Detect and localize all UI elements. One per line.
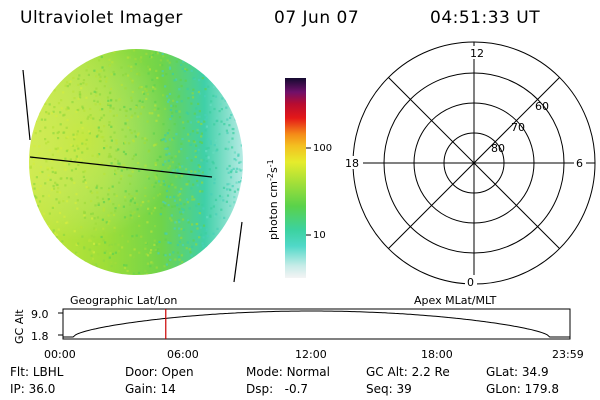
terminator-line	[29, 156, 213, 178]
color-scale-bar	[285, 78, 306, 278]
mlat-label-80: 80	[491, 142, 505, 155]
uv-earth-image	[29, 49, 243, 275]
info-door: Door: Open	[125, 365, 194, 379]
limb-mark-right	[233, 221, 243, 283]
colorbar-tick-10: 10	[313, 230, 326, 241]
info-flt: Flt: LBHL	[10, 365, 64, 379]
orbit-x-tick-0000: 00:00	[44, 348, 76, 361]
orbit-y-tick-high: 9.0	[31, 308, 49, 321]
time-label: 04:51:33 UT	[430, 8, 541, 28]
info-gain: Gain: 14	[125, 382, 176, 396]
date-label: 07 Jun 07	[274, 8, 360, 28]
instrument-title: Ultraviolet Imager	[20, 8, 183, 28]
orbit-left-label: Geographic Lat/Lon	[70, 294, 177, 307]
info-glat: GLat: 34.9	[486, 365, 549, 379]
orbit-altitude-curve	[63, 310, 570, 338]
info-dsp: Dsp: -0.7	[246, 382, 309, 396]
colorbar-unit-label: photon cm-2s-1	[266, 159, 280, 240]
polar-grid	[352, 41, 596, 285]
mlt-label-12: 12	[470, 47, 484, 60]
orbit-x-tick-1200: 12:00	[295, 348, 327, 361]
mlat-label-60: 60	[535, 100, 549, 113]
orbit-y-tick-low: 1.8	[31, 330, 49, 343]
orbit-y-axis-label: GC Alt	[13, 309, 26, 344]
info-glon: GLon: 179.8	[486, 382, 559, 396]
mlt-label-6: 6	[576, 157, 583, 170]
orbit-x-tick-2359: 23:59	[552, 348, 584, 361]
mlat-label-70: 70	[511, 121, 525, 134]
info-mode: Mode: Normal	[246, 365, 330, 379]
orbit-x-tick-0600: 06:00	[167, 348, 199, 361]
colorbar-tick-100: 100	[313, 143, 332, 154]
orbit-right-label: Apex MLat/MLT	[414, 294, 497, 307]
info-ip: IP: 36.0	[10, 382, 56, 396]
info-gc-alt: GC Alt: 2.2 Re	[366, 365, 450, 379]
limb-mark-left	[22, 69, 31, 141]
mlt-label-18: 18	[345, 157, 359, 170]
info-seq: Seq: 39	[366, 382, 412, 396]
mlt-label-0: 0	[467, 276, 474, 289]
orbit-x-tick-1800: 18:00	[421, 348, 453, 361]
orbit-plot-frame	[62, 308, 571, 340]
